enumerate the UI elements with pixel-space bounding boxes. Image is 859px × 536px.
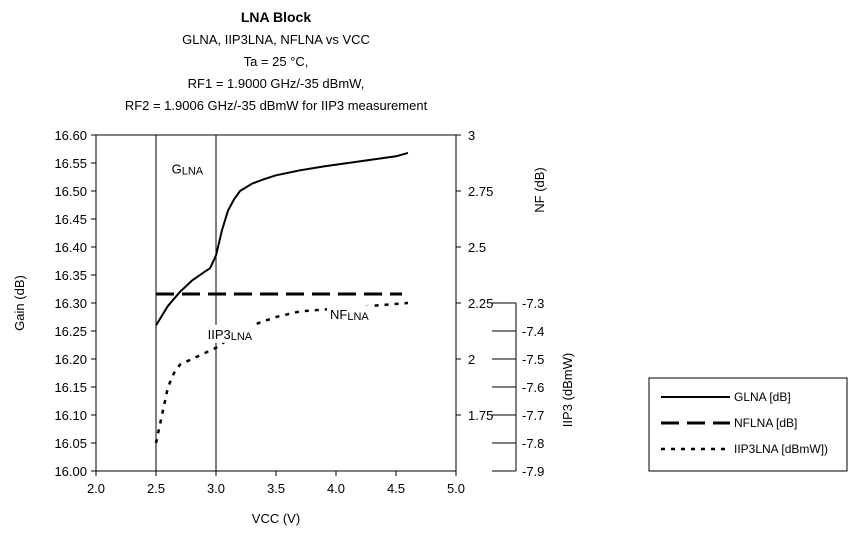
chart-subtitle-2: Ta = 25 °C, <box>244 54 309 69</box>
x-tick-label: 2.0 <box>87 481 105 496</box>
y-left-tick-label: 16.55 <box>54 156 87 171</box>
legend-items: GLNA [dB] NFLNA [dB] IIP3LNA [dBmW]) <box>661 390 828 456</box>
y-left-tick-label: 16.00 <box>54 464 87 479</box>
series-layer <box>154 151 409 444</box>
plot-area-frame <box>95 134 457 472</box>
series-line-0 <box>155 151 409 326</box>
iip3-tick-label: -7.9 <box>522 464 544 479</box>
x-axis-label: VCC (V) <box>252 511 300 526</box>
nf-tick-label: 3 <box>468 128 475 143</box>
legend-label-2: IIP3LNA [dBmW]) <box>734 442 828 456</box>
x-tick-label: 4.5 <box>387 481 405 496</box>
iip3-tick-label: -7.7 <box>522 408 544 423</box>
annotations-layer: GLNA NFLNA IIP3LNA <box>168 159 374 343</box>
ticks-layer: 2.0 2.5 3.0 3.5 4.0 4.5 5.0 16.00 16.05 16.10 16.1… <box>54 128 544 496</box>
y-left-tick-label: 16.60 <box>54 128 87 143</box>
x-tick-label: 3.5 <box>267 481 285 496</box>
iip3-tick-label: -7.8 <box>522 436 544 451</box>
y-axis-label-left: Gain (dB) <box>12 275 27 331</box>
series-line-2 <box>154 301 409 444</box>
annotation-label-1: NFLNA <box>330 307 369 323</box>
x-tick-label: 3.0 <box>207 481 225 496</box>
chart-subtitle-3: RF1 = 1.9000 GHz/-35 dBmW, <box>188 76 365 91</box>
chart-title: LNA Block <box>241 9 311 25</box>
chart-subtitle-4: RF2 = 1.9006 GHz/-35 dBmW for IIP3 measu… <box>125 98 428 113</box>
y-axis-label-iip3: IIP3 (dBmW) <box>560 353 575 427</box>
x-tick-label: 4.0 <box>327 481 345 496</box>
y-left-tick-label: 16.20 <box>54 352 87 367</box>
chart-subtitle-1: GLNA, IIP3LNA, NFLNA vs VCC <box>182 32 370 47</box>
iip3-tick-label: -7.5 <box>522 352 544 367</box>
nf-tick-label: 2.75 <box>468 184 493 199</box>
y-left-tick-label: 16.15 <box>54 380 87 395</box>
annotation-label-2: IIP3LNA <box>208 327 253 343</box>
annotation-label-0: GLNA <box>172 162 204 178</box>
legend-label-0: GLNA [dB] <box>734 390 791 404</box>
y-left-tick-label: 16.25 <box>54 324 87 339</box>
y-left-tick-label: 16.05 <box>54 436 87 451</box>
iip3-tick-label: -7.4 <box>522 324 544 339</box>
y-left-tick-label: 16.50 <box>54 184 87 199</box>
y-left-tick-label: 16.35 <box>54 268 87 283</box>
annotation-bg-1 <box>327 305 374 324</box>
y-axis-label-nf: NF (dB) <box>532 167 547 213</box>
y-left-tick-label: 16.10 <box>54 408 87 423</box>
y-left-tick-label: 16.45 <box>54 212 87 227</box>
y-left-tick-label: 16.40 <box>54 240 87 255</box>
legend-label-1: NFLNA [dB] <box>734 416 797 430</box>
legend-box <box>648 377 848 472</box>
y-left-tick-label: 16.30 <box>54 296 87 311</box>
nf-tick-label: 2 <box>468 352 475 367</box>
nf-tick-label: 1.75 <box>468 408 493 423</box>
nf-tick-label: 2.25 <box>468 296 493 311</box>
iip3-tick-label: -7.3 <box>522 296 544 311</box>
annotation-bg-2 <box>204 324 268 343</box>
nf-tick-label: 2.5 <box>468 240 486 255</box>
iip3-tick-label: -7.6 <box>522 380 544 395</box>
x-tick-label: 2.5 <box>147 481 165 496</box>
x-tick-label: 5.0 <box>447 481 465 496</box>
legend: GLNA [dB] NFLNA [dB] IIP3LNA [dBmW]) <box>648 377 848 472</box>
annotation-bg-0 <box>168 159 208 178</box>
